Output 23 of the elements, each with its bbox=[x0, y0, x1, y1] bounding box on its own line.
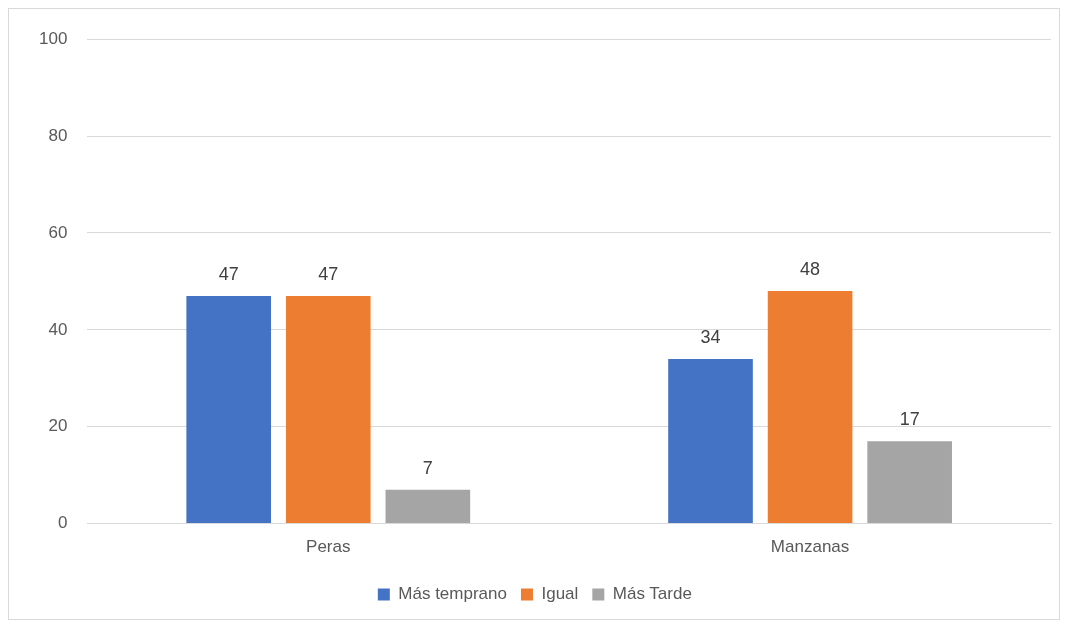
data-label: 34 bbox=[700, 326, 721, 347]
x-tick-label: Peras bbox=[306, 537, 351, 557]
bar bbox=[385, 489, 471, 524]
bar bbox=[668, 358, 753, 524]
bar bbox=[867, 441, 952, 524]
y-tick-label: 20 bbox=[48, 416, 68, 436]
y-tick-label: 40 bbox=[48, 319, 68, 339]
data-label: 47 bbox=[318, 263, 339, 284]
data-label: 48 bbox=[800, 259, 821, 280]
y-tick-label: 80 bbox=[48, 125, 68, 145]
y-tick-label: 60 bbox=[48, 222, 68, 242]
bar bbox=[285, 295, 371, 524]
data-label: 47 bbox=[218, 263, 239, 284]
legend-label: Igual bbox=[541, 584, 579, 604]
legend-label: Más temprano bbox=[398, 584, 507, 604]
legend-label: Más Tarde bbox=[612, 584, 692, 604]
bar bbox=[186, 295, 272, 524]
x-tick-label: Manzanas bbox=[770, 537, 850, 557]
bar bbox=[767, 291, 853, 524]
data-label: 7 bbox=[422, 457, 433, 478]
data-label: 17 bbox=[899, 409, 920, 430]
y-tick-label: 0 bbox=[57, 513, 68, 533]
y-tick-label: 100 bbox=[38, 28, 68, 48]
